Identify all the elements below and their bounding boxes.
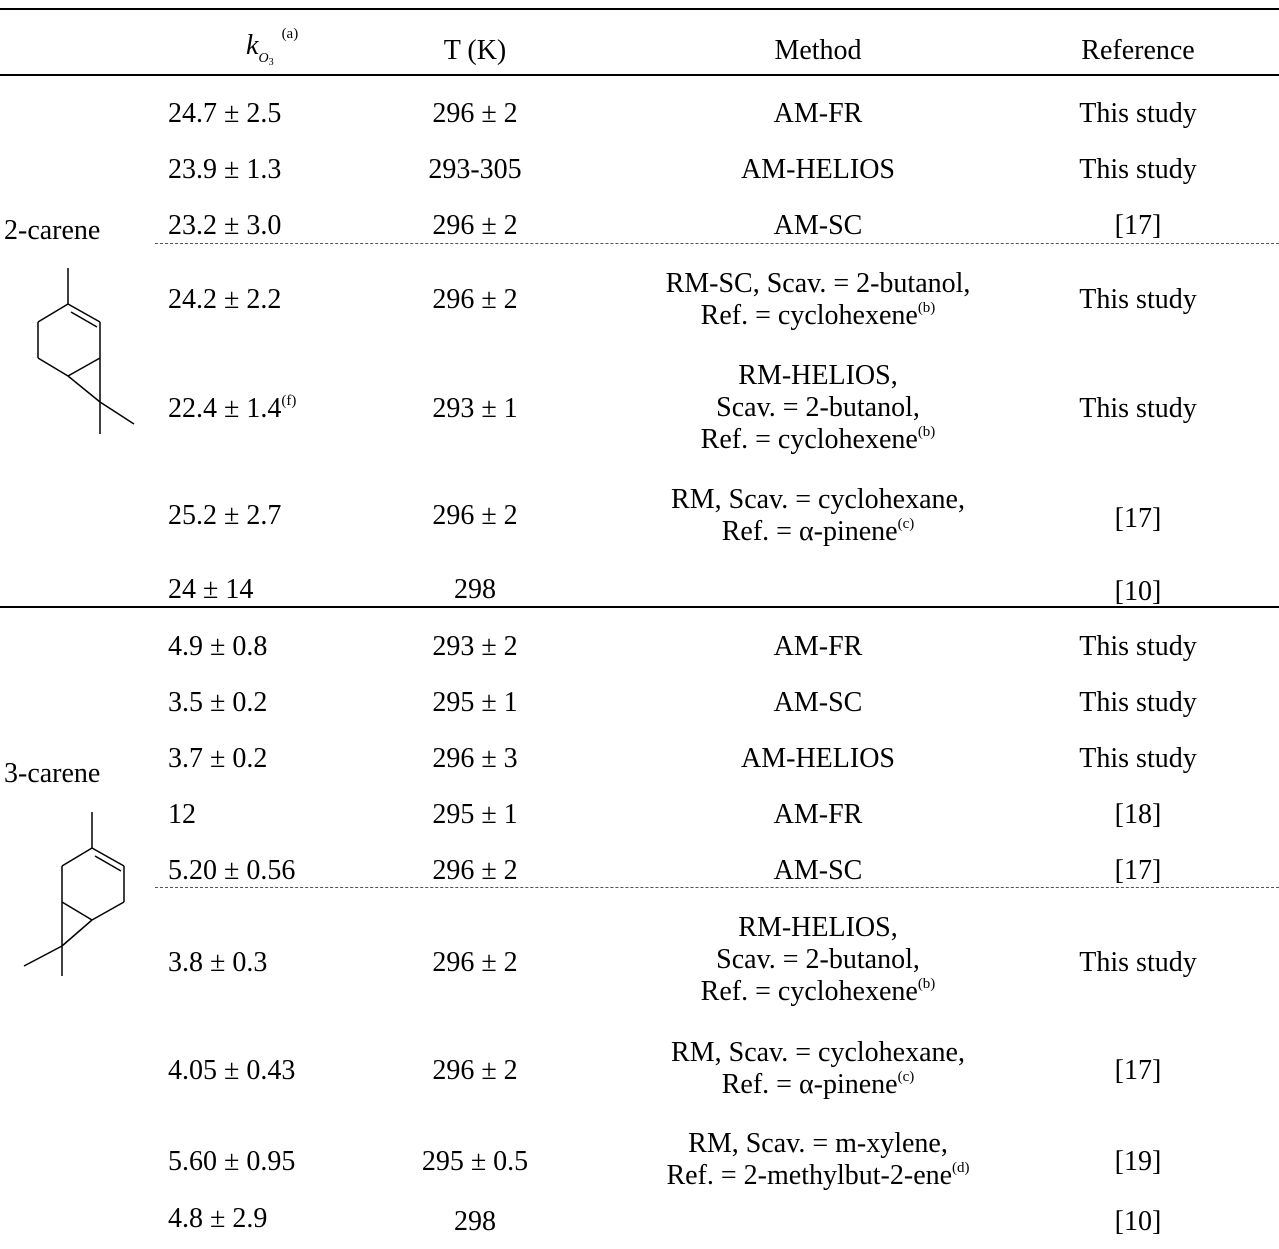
k-value: 3.8 ± 0.3 xyxy=(168,947,268,978)
temperature-value: 296 ± 2 xyxy=(432,855,518,886)
method-value: AM-SC xyxy=(773,687,863,718)
method-value: RM, Scav. = cyclohexane, Ref. = α-pinene… xyxy=(671,484,965,547)
k-value: 25.2 ± 2.7 xyxy=(168,500,282,531)
table-top-rule xyxy=(0,8,1279,10)
k-value: 24.2 ± 2.2 xyxy=(168,284,282,315)
header-bottom-rule xyxy=(0,74,1279,76)
method-value: AM-FR xyxy=(773,799,863,830)
temperature-value: 296 ± 3 xyxy=(432,743,518,774)
reference-value: This study xyxy=(1079,947,1197,978)
temperature-value: 293 ± 2 xyxy=(432,631,518,662)
k-value: 23.2 ± 3.0 xyxy=(168,210,282,241)
reference-value: This study xyxy=(1079,98,1197,129)
reference-value: [17] xyxy=(1114,210,1162,241)
header-k-o3: kO3(a) xyxy=(246,26,299,68)
reference-value: [19] xyxy=(1114,1146,1162,1177)
k-value: 4.8 ± 2.9 xyxy=(168,1203,268,1234)
header-method: Method xyxy=(774,35,862,66)
temperature-value: 296 ± 2 xyxy=(432,284,518,315)
method-value: RM, Scav. = cyclohexane, Ref. = α-pinene… xyxy=(671,1037,965,1100)
reference-value: [17] xyxy=(1114,503,1162,534)
reference-value: This study xyxy=(1079,631,1197,662)
method-value: AM-HELIOS xyxy=(741,743,895,774)
k-value: 24 ± 14 xyxy=(168,574,254,605)
compound-name: 3-carene xyxy=(4,758,101,789)
k-value: 23.9 ± 1.3 xyxy=(168,154,282,185)
temperature-value: 296 ± 2 xyxy=(432,947,518,978)
reference-value: [17] xyxy=(1114,855,1162,886)
reference-value: [10] xyxy=(1114,576,1162,607)
k-value: 3.7 ± 0.2 xyxy=(168,743,268,774)
3-carene-group-divider xyxy=(155,887,1279,888)
method-value: AM-SC xyxy=(773,210,863,241)
reference-value: [17] xyxy=(1114,1055,1162,1086)
method-value: AM-FR xyxy=(773,631,863,662)
k-value: 24.7 ± 2.5 xyxy=(168,98,282,129)
temperature-value: 295 ± 1 xyxy=(432,799,518,830)
k-value: 5.20 ± 0.56 xyxy=(168,855,296,886)
temperature-value: 298 xyxy=(454,1206,496,1237)
header-reference: Reference xyxy=(1081,35,1195,66)
temperature-value: 296 ± 2 xyxy=(432,500,518,531)
method-value: AM-HELIOS xyxy=(741,154,895,185)
k-value: 4.9 ± 0.8 xyxy=(168,631,268,662)
temperature-value: 293-305 xyxy=(428,154,522,185)
k-value: 4.05 ± 0.43 xyxy=(168,1055,296,1086)
method-value: RM-HELIOS, Scav. = 2-butanol, Ref. = cyc… xyxy=(700,360,936,455)
method-value: RM, Scav. = m-xylene, Ref. = 2-methylbut… xyxy=(666,1128,970,1191)
method-value: RM-SC, Scav. = 2-butanol, Ref. = cyclohe… xyxy=(665,268,971,331)
reference-value: [10] xyxy=(1114,1206,1162,1237)
temperature-value: 293 ± 1 xyxy=(432,393,518,424)
method-value: AM-FR xyxy=(773,98,863,129)
compound-name: 2-carene xyxy=(4,215,101,246)
k-value: 22.4 ± 1.4(f) xyxy=(168,393,297,424)
temperature-value: 298 xyxy=(454,574,496,605)
reference-value: This study xyxy=(1079,687,1197,718)
2-carene-group-divider xyxy=(155,243,1279,244)
reference-value: This study xyxy=(1079,743,1197,774)
temperature-value: 296 ± 2 xyxy=(432,98,518,129)
temperature-value: 295 ± 0.5 xyxy=(421,1146,529,1177)
method-value: AM-SC xyxy=(773,855,863,886)
k-value: 5.60 ± 0.95 xyxy=(168,1146,296,1177)
k-value: 3.5 ± 0.2 xyxy=(168,687,268,718)
method-value: RM-HELIOS, Scav. = 2-butanol, Ref. = cyc… xyxy=(700,912,936,1007)
reference-value: This study xyxy=(1079,154,1197,185)
header-temperature: T (K) xyxy=(443,35,507,66)
reference-value: [18] xyxy=(1114,799,1162,830)
reference-value: This study xyxy=(1079,284,1197,315)
reference-value: This study xyxy=(1079,393,1197,424)
temperature-value: 295 ± 1 xyxy=(432,687,518,718)
3-carene-structure-icon xyxy=(23,812,125,976)
k-value: 12 xyxy=(168,799,196,830)
temperature-value: 296 ± 2 xyxy=(432,210,518,241)
2-carene-structure-icon xyxy=(37,268,135,434)
section-divider-rule xyxy=(0,606,1279,608)
temperature-value: 296 ± 2 xyxy=(432,1055,518,1086)
